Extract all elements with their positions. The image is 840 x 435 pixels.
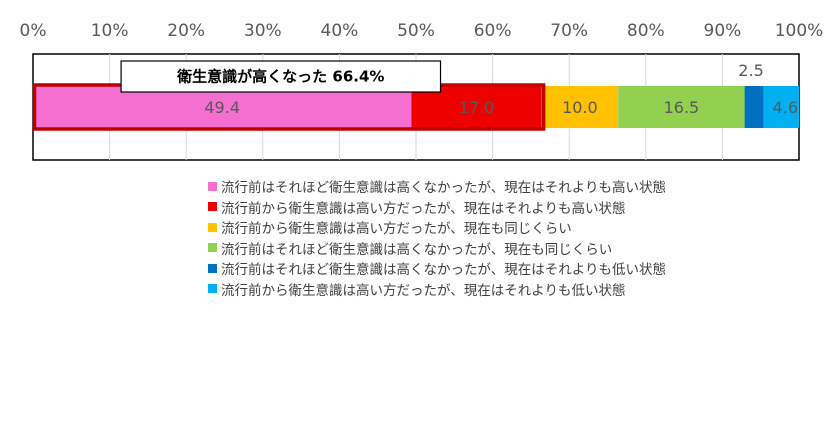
x-tick-label: 60% — [474, 21, 512, 41]
x-tick-label: 0% — [20, 21, 47, 41]
bar-segment — [411, 86, 542, 128]
legend-swatch — [208, 222, 217, 232]
legend-label: 流行前から衛生意識は高い方だったが、現在はそれよりも高い状態 — [221, 200, 626, 217]
legend-label: 流行前はそれほど衛生意識は高くなかったが、現在はそれよりも低い状態 — [221, 262, 666, 279]
data-label: 17.0 — [459, 98, 495, 117]
segment-labels: 49.4 17.0 10.0 16.5 2.5 4.6 — [204, 61, 798, 117]
legend-label: 流行前から衛生意識は高い方だったが、現在はそれよりも低い状態 — [221, 282, 626, 299]
legend-item: 流行前から衛生意識は高い方だったが、現在はそれよりも低い状態 — [208, 279, 666, 300]
bar-segment — [541, 86, 619, 128]
bar-segment — [744, 86, 764, 128]
legend-item: 流行前はそれほど衛生意識は高くなかったが、現在はそれよりも高い状態 — [208, 176, 666, 197]
x-tick-label: 20% — [167, 21, 205, 41]
data-label: 49.4 — [204, 98, 240, 117]
data-label: 16.5 — [664, 98, 700, 117]
bar-segment — [33, 86, 412, 128]
legend-swatch — [208, 202, 217, 212]
legend: 流行前はそれほど衛生意識は高くなかったが、現在はそれよりも高い状態 流行前から衛生… — [208, 176, 666, 299]
legend-label: 流行前はそれほど衛生意識は高くなかったが、現在はそれよりも高い状態 — [221, 180, 666, 197]
legend-swatch — [208, 181, 217, 191]
data-label: 10.0 — [562, 98, 598, 117]
data-label: 2.5 — [738, 61, 763, 80]
x-tick-label: 90% — [704, 21, 742, 41]
x-tick-label: 30% — [244, 21, 282, 41]
legend-swatch — [208, 284, 217, 294]
legend-item: 流行前はそれほど衛生意識は高くなかったが、現在はそれよりも低い状態 — [208, 258, 666, 279]
data-label: 4.6 — [773, 98, 798, 117]
bar-segments — [32, 83, 799, 131]
legend-item: 流行前から衛生意識は高い方だったが、現在はそれよりも高い状態 — [208, 197, 666, 218]
legend-swatch — [208, 263, 217, 273]
x-tick-label: 40% — [321, 21, 359, 41]
callout-text: 衛生意識が高くなった 66.4% — [176, 68, 384, 86]
legend-label: 流行前はそれほど衛生意識は高くなかったが、現在も同じくらい — [221, 241, 613, 258]
legend-item: 流行前はそれほど衛生意識は高くなかったが、現在も同じくらい — [208, 238, 666, 259]
callout-box — [120, 60, 442, 93]
x-tick-label: 100% — [775, 21, 824, 41]
stacked-bar-chart: 0% 10% 20% 30% 40% 50% 60% 70% 80% 90% 100% 49.4 17… — [20, 21, 824, 161]
x-tick-label: 10% — [91, 21, 129, 41]
bar-segment — [618, 86, 745, 128]
bar-segment — [763, 86, 799, 128]
x-tick-label: 70% — [550, 21, 588, 41]
x-tick-label: 80% — [627, 21, 665, 41]
x-axis-ticks: 0% 10% 20% 30% 40% 50% 60% 70% 80% 90% 100% — [20, 21, 824, 41]
legend-label: 流行前から衛生意識は高い方だったが、現在も同じくらい — [221, 221, 572, 238]
x-tick-label: 50% — [397, 21, 435, 41]
legend-item: 流行前から衛生意識は高い方だったが、現在も同じくらい — [208, 217, 666, 238]
legend-swatch — [208, 243, 217, 253]
